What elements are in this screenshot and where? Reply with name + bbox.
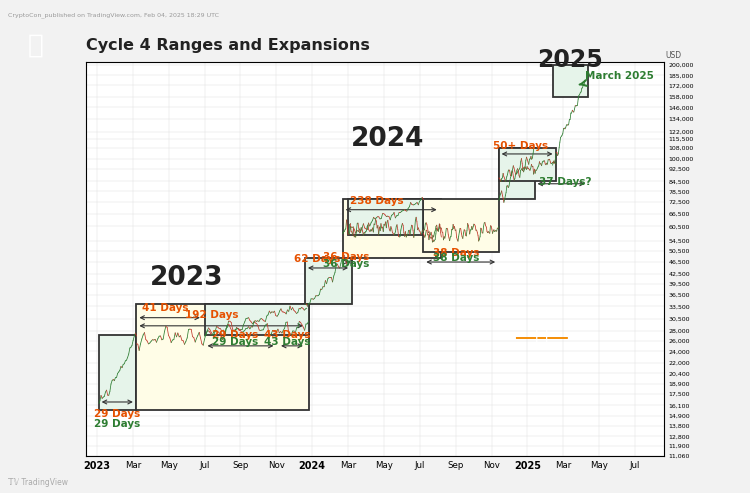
Bar (499, 148, 535, 199)
Text: 43 Days: 43 Days (264, 329, 310, 340)
Text: March 2025: March 2025 (580, 71, 654, 86)
Bar (205, 304, 309, 335)
Text: 29 Days: 29 Days (94, 410, 140, 420)
Text: 38 Days: 38 Days (433, 252, 479, 263)
Text: 29 Days: 29 Days (94, 419, 140, 429)
Text: 2025: 2025 (538, 48, 603, 72)
Bar (305, 258, 352, 304)
Text: 𝕋𝕍 TradingView: 𝕋𝕍 TradingView (8, 478, 68, 487)
Text: Ⓒ: Ⓒ (28, 33, 44, 59)
Text: 43 Days: 43 Days (264, 338, 310, 348)
Bar (136, 304, 309, 411)
Text: 50+ Days: 50+ Days (493, 141, 548, 151)
Bar (343, 199, 441, 258)
Text: 37 Days?: 37 Days? (538, 177, 591, 187)
Text: ₿: ₿ (535, 328, 548, 348)
Text: 2024: 2024 (351, 126, 424, 152)
Text: 238 Days: 238 Days (350, 196, 404, 207)
Text: 2023: 2023 (150, 265, 224, 291)
Text: CryptoCon_published on TradingView.com, Feb 04, 2025 18:29 UTC: CryptoCon_published on TradingView.com, … (8, 12, 218, 18)
Text: 38 Days: 38 Days (433, 248, 479, 258)
Text: 29 Days: 29 Days (212, 329, 258, 340)
Text: Cycle 4 Ranges and Expansions: Cycle 4 Ranges and Expansions (86, 38, 370, 53)
Text: 29 Days: 29 Days (212, 338, 258, 348)
Text: 192 Days: 192 Days (185, 310, 238, 320)
Bar (348, 199, 424, 235)
Bar (553, 65, 589, 97)
Bar (424, 199, 499, 252)
Text: 41 Days: 41 Days (142, 303, 188, 314)
Text: 62 Days: 62 Days (295, 254, 340, 264)
Bar (499, 148, 556, 180)
Text: 36 Days: 36 Days (323, 259, 370, 270)
Bar (99, 335, 136, 411)
Text: 36 Days: 36 Days (323, 252, 370, 262)
Text: USD: USD (665, 51, 682, 60)
